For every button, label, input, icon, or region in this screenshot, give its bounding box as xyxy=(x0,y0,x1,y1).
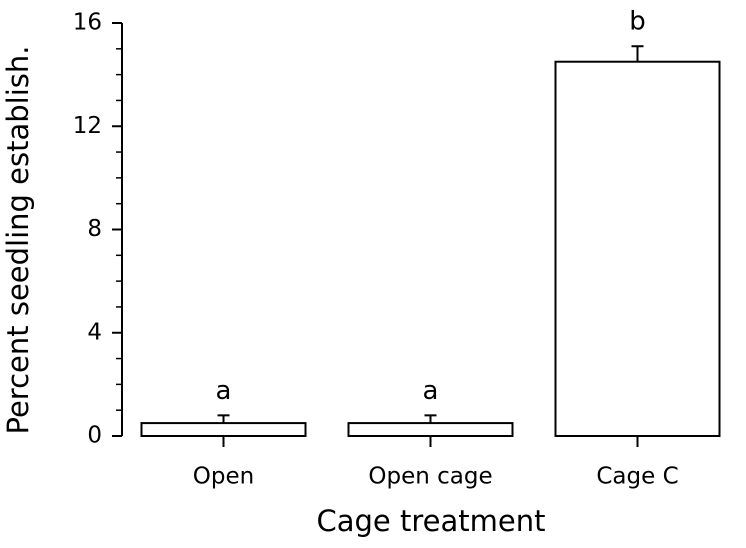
significance-label: b xyxy=(629,7,646,37)
x-axis-title: Cage treatment xyxy=(317,504,546,538)
significance-label: a xyxy=(423,376,439,406)
y-tick-label: 4 xyxy=(87,319,102,345)
y-tick-label: 0 xyxy=(87,423,102,449)
bar xyxy=(347,422,514,437)
bar xyxy=(140,422,307,437)
y-axis-title: Percent seedling establish. xyxy=(1,46,35,435)
x-tick-label: Open cage xyxy=(368,464,492,490)
y-tick-label: 8 xyxy=(87,216,102,242)
x-tick-label: Cage C xyxy=(596,464,678,490)
x-tick-label: Open xyxy=(193,464,254,490)
y-tick-label: 12 xyxy=(73,113,102,139)
bar xyxy=(554,60,721,437)
significance-label: a xyxy=(216,376,232,406)
y-tick-label: 16 xyxy=(73,10,102,36)
